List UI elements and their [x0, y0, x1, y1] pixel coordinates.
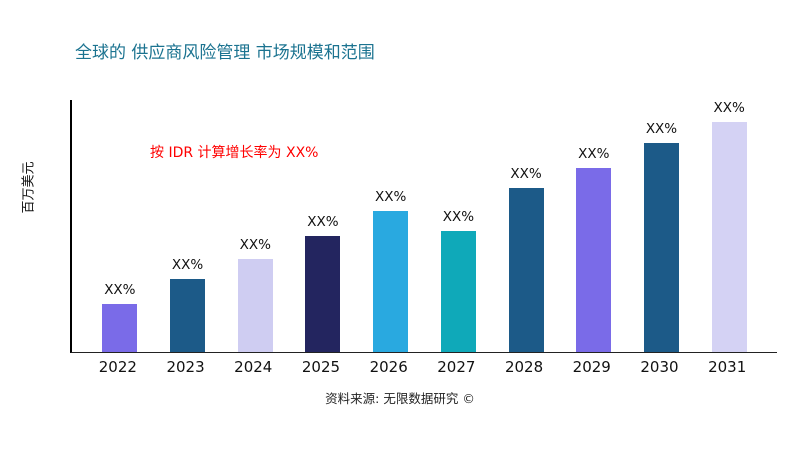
x-tick-2030: 2030	[640, 358, 679, 376]
bar-2025	[305, 236, 341, 352]
bar-2027	[440, 231, 476, 352]
bar-value-label-2026: XX%	[375, 188, 407, 205]
bar-2028	[508, 188, 544, 352]
x-tick-2031: 2031	[708, 358, 747, 376]
x-tick-2024: 2024	[234, 358, 273, 376]
bar-group-2029: XX%	[560, 100, 628, 352]
bar-2022	[102, 304, 138, 352]
bar-2030	[643, 142, 679, 352]
bar-value-label-2027: XX%	[442, 209, 475, 226]
plot-area: 按 IDR 计算增长率为 XX% XX% XX% XX% XX% XX% XX% XX% XX…	[70, 100, 777, 353]
bar-value-label-2022: XX%	[104, 282, 136, 299]
x-tick-2022: 2022	[98, 358, 137, 376]
x-tick-2026: 2026	[369, 358, 408, 376]
bar-group-2025: XX%	[289, 100, 357, 352]
source-text: 资料来源: 无限数据研究 ©	[325, 391, 475, 406]
x-tick-2027: 2027	[437, 358, 476, 376]
bar-group-2028: XX%	[492, 100, 560, 352]
x-tick-2025: 2025	[301, 358, 341, 376]
bars-row: XX% XX% XX% XX% XX% XX% XX% XX% XX% XX%	[72, 100, 777, 352]
bar-group-2031: XX%	[695, 100, 763, 352]
bar-value-label-2030: XX%	[645, 120, 678, 137]
x-axis-ticks: 2022 2023 2024 2025 2026 2027 2028 2029 2030 2031	[70, 358, 775, 376]
bar-group-2023: XX%	[154, 100, 222, 352]
bar-2031	[711, 122, 747, 352]
bar-group-2026: XX%	[357, 100, 425, 352]
bar-value-label-2031: XX%	[713, 100, 745, 116]
x-tick-2029: 2029	[572, 358, 611, 376]
bar-value-label-2029: XX%	[578, 146, 610, 163]
bar-group-2030: XX%	[628, 100, 696, 352]
bar-2024	[237, 258, 273, 352]
growth-rate-annotation: 按 IDR 计算增长率为 XX%	[150, 145, 319, 161]
chart-title: 全球的 供应商风险管理 市场规模和范围	[75, 43, 375, 63]
bar-group-2022: XX%	[86, 100, 154, 352]
bar-value-label-2024: XX%	[239, 236, 271, 253]
x-tick-2023: 2023	[166, 358, 205, 376]
bar-group-2027: XX%	[425, 100, 493, 352]
bar-2026	[373, 210, 409, 352]
x-tick-2028: 2028	[504, 358, 544, 376]
bar-2023	[170, 278, 206, 352]
y-axis-label: 百万美元	[21, 161, 37, 214]
bar-value-label-2028: XX%	[510, 166, 542, 183]
bar-group-2024: XX%	[221, 100, 289, 352]
bar-2029	[576, 168, 612, 352]
bar-value-label-2025: XX%	[307, 214, 339, 231]
bar-value-label-2023: XX%	[171, 256, 204, 273]
